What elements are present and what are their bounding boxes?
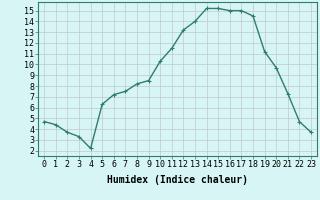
X-axis label: Humidex (Indice chaleur): Humidex (Indice chaleur)	[107, 175, 248, 185]
